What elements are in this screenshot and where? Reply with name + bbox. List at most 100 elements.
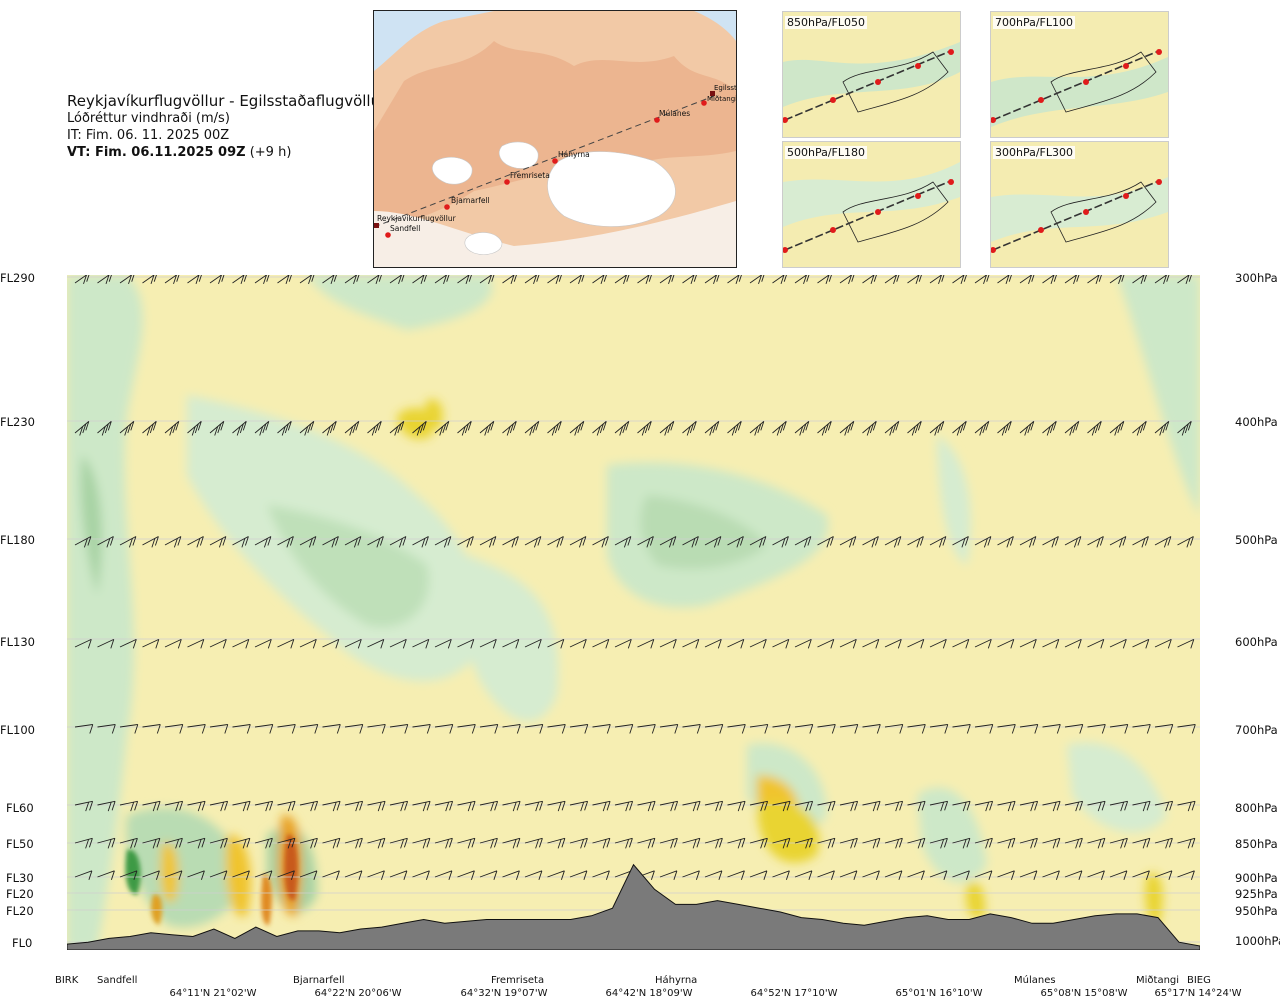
wind-barb [682,275,697,285]
wind-barb [862,837,881,849]
hpa-label-950: 950hPa [1235,904,1278,918]
wind-barb [727,275,742,285]
wind-barb [232,870,250,880]
thumbnail-300hpa[interactable]: 300hPa/FL300 [990,141,1169,268]
wind-barb [704,837,723,849]
wind-barb [1042,421,1057,436]
wind-barb [1132,800,1151,812]
wind-barb [997,421,1012,436]
coord-label: 65°01'N 16°10'W [895,988,983,999]
wind-barb [1132,837,1151,849]
fl-label-fl30: FL30 [6,871,34,885]
terrain-shading [374,41,736,231]
wind-barb [277,837,296,849]
wind-barb [344,837,363,849]
hpa-label-600: 600hPa [1235,635,1278,649]
hpa-label-850: 850hPa [1235,837,1278,851]
waypoint-marker-egilsstadir [701,100,707,106]
coord-label: 65°08'N 15°08'W [1040,988,1128,999]
wind-barb [907,837,926,849]
wind-barb [592,800,611,812]
wind-barb [794,421,810,436]
wind-barb [187,724,206,734]
wind-barb [1154,870,1173,880]
wind-barb [772,638,790,649]
wind-barb [209,724,229,734]
wind-barb [592,870,610,880]
wind-barb [1064,421,1080,436]
wind-barb [524,837,543,849]
wind-barb [232,638,250,649]
wind-barb [479,800,499,812]
map-label-hahyrna: Háhyrna [558,150,590,159]
wind-barb [1064,837,1083,849]
wind-barb [592,536,609,548]
wind-barb [704,724,724,734]
thumbnail-map [783,42,960,123]
wind-barb [727,421,742,436]
fl-label-fl20-950: FL20 [6,904,34,918]
wind-barb [322,275,337,285]
wind-barb [344,724,364,734]
wind-barb [1042,275,1057,285]
wind-barb [479,536,497,548]
wind-barb [817,536,834,548]
wind-barb [367,536,384,548]
wind-barb [254,421,270,436]
thumbnail-850hpa[interactable]: 850hPa/FL050 [782,11,961,138]
wind-barb [142,421,157,436]
wind-barb [929,536,947,548]
wind-barb [704,870,723,880]
wind-barb [614,421,630,436]
wind-barb [1042,800,1061,812]
wind-barb [322,870,340,880]
wind-barb [682,421,697,436]
wind-barb [277,536,294,548]
wind-barb [1154,800,1174,812]
wind-barb [164,536,182,548]
wind-barb [1042,870,1060,880]
wind-barb [502,536,519,548]
wind-barb [502,275,517,285]
thumbnail-700hpa[interactable]: 700hPa/FL100 [990,11,1169,138]
coord-label: 64°11'N 21°02'W [169,988,257,999]
wind-barb [187,800,206,812]
wind-barb [97,724,116,734]
updraft-region [225,834,251,917]
wind-barb [142,837,161,849]
wind-barb [772,724,791,734]
route-point [991,247,996,253]
wind-barb [952,536,969,548]
wind-barb [839,421,855,436]
wind-barb [952,275,967,285]
wind-barb [232,724,251,734]
wind-barb [434,724,454,734]
wind-barb [772,275,787,285]
wind-barb [749,724,769,734]
wind-barb [524,724,544,734]
wind-barb [727,837,746,849]
wind-barb [839,275,855,285]
waypoint-marker-mulanes [654,117,660,123]
issue-time: IT: Fim. 06. 11. 2025 00Z [67,128,230,143]
wind-barb [254,536,272,548]
wind-barb [97,638,115,649]
wind-barb [367,800,386,812]
wind-barb [209,421,225,436]
wind-barb [907,724,926,734]
wind-barb [457,275,472,285]
wind-barb [524,421,540,436]
route-line [992,179,1162,251]
map-label-bjarnarfell: Bjarnarfell [451,196,490,205]
wind-barb [322,724,341,734]
thumbnail-500hpa[interactable]: 500hPa/FL180 [782,141,961,268]
wind-barb [412,421,427,436]
wind-barb [1019,421,1035,436]
wind-barb [727,800,746,812]
wind-barb [412,870,430,880]
wind-barb [929,724,949,734]
wind-barb [884,870,903,880]
fl-label-fl50: FL50 [6,837,34,851]
wind-barb [434,275,450,285]
wind-barb [884,837,903,849]
